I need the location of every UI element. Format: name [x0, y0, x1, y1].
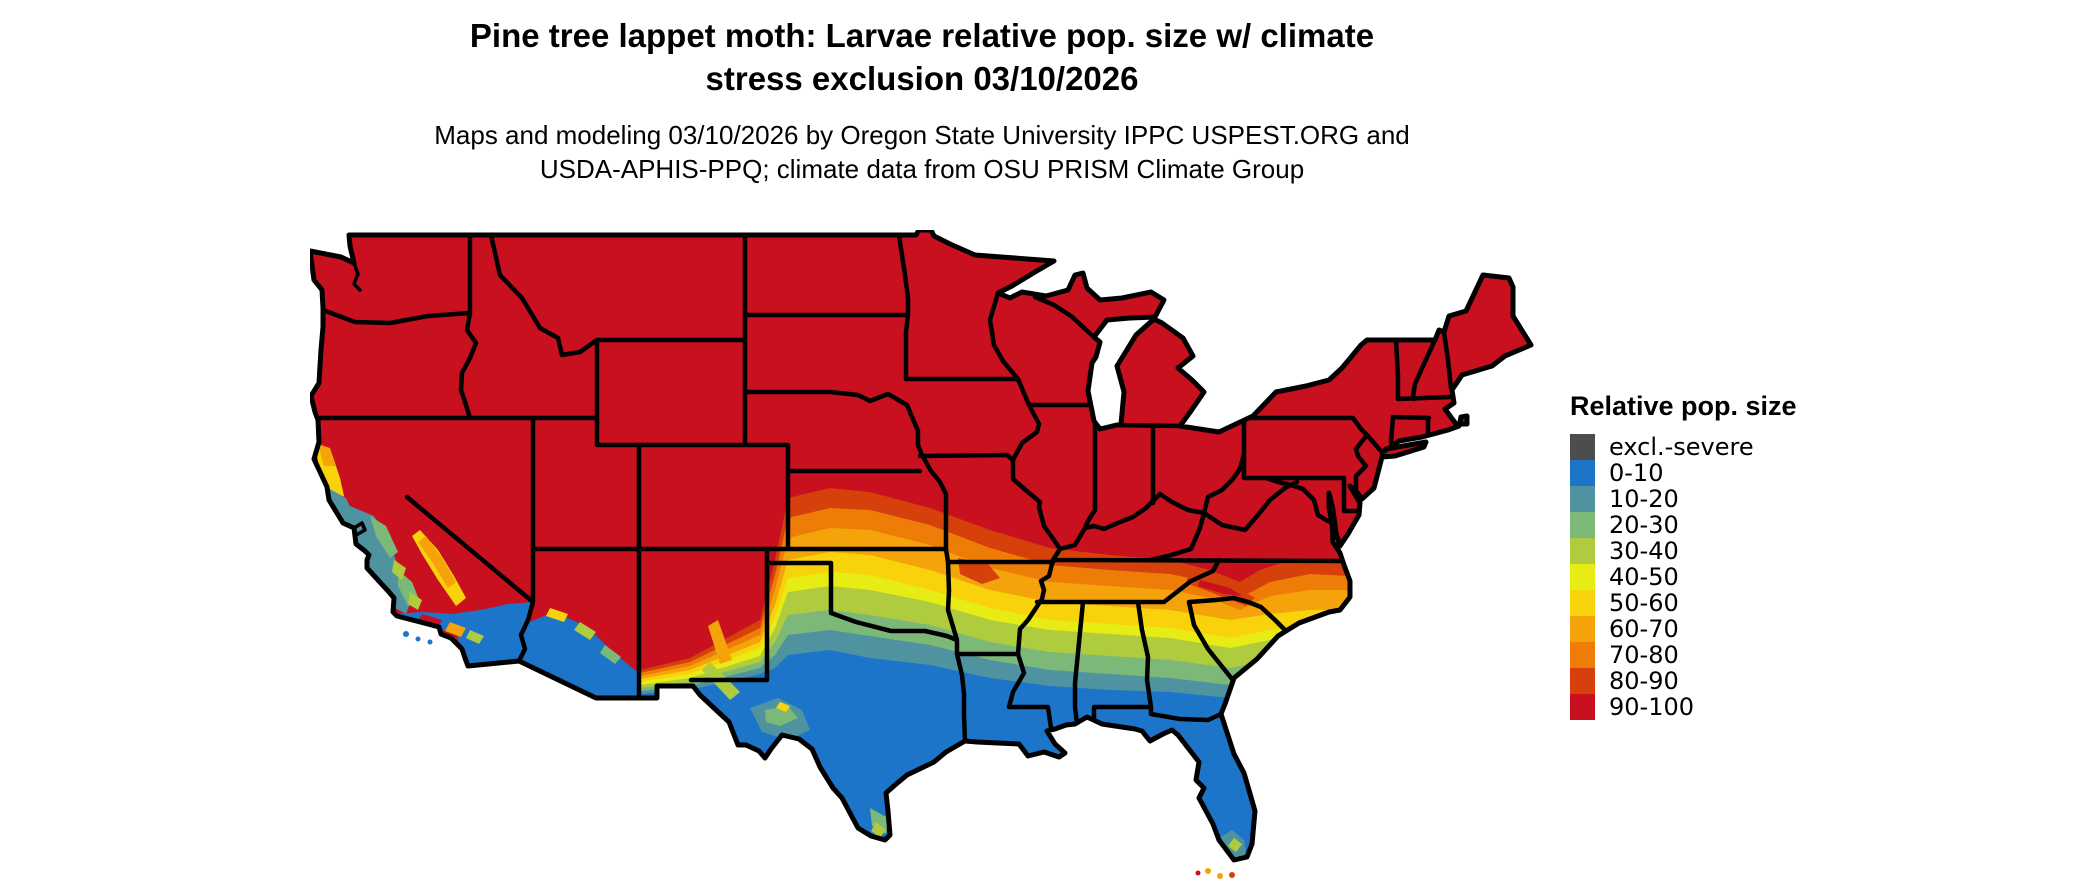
page-subtitle-line2: USDA-APHIS-PPQ; climate data from OSU PR… [539, 154, 1305, 184]
channel-island [427, 639, 433, 645]
legend-swatch [1570, 460, 1595, 486]
patch-riogrande-orange [708, 620, 732, 664]
patch-stx-yg [871, 822, 886, 838]
legend-item: 90-100 [1570, 694, 1900, 720]
legend-item: 10-20 [1570, 486, 1900, 512]
florida-key [1229, 872, 1235, 878]
legend-label: 0-10 [1609, 459, 1664, 487]
legend-swatch [1570, 590, 1595, 616]
legend-swatch [1570, 564, 1595, 590]
patch-az-fringe-gold [546, 608, 568, 622]
legend-label: 20-30 [1609, 511, 1679, 539]
legend-title: Relative pop. size [1570, 391, 1797, 421]
patch-ozark-redorange [958, 558, 1000, 584]
florida-key [1205, 868, 1211, 874]
page-subtitle: Maps and modeling 03/10/2026 by Oregon S… [322, 118, 1522, 186]
patch-sw-desert [519, 612, 640, 700]
legend-item: 60-70 [1570, 616, 1900, 642]
offshore-islands [403, 631, 1235, 879]
patch-socal-mtn-orange [445, 622, 466, 637]
coastline [307, 227, 1534, 863]
patch-wtx-gold [776, 702, 790, 712]
patch-ca-sierra-orange [418, 536, 456, 588]
legend-label: 70-80 [1609, 641, 1679, 669]
legend-label: 30-40 [1609, 537, 1679, 565]
channel-island [415, 636, 421, 642]
patch-ca-yg2 [408, 592, 422, 610]
us-population-map [307, 227, 1534, 879]
legend-item: 80-90 [1570, 668, 1900, 694]
legend-item: 70-80 [1570, 642, 1900, 668]
florida-key [1195, 870, 1201, 876]
legend-label: 10-20 [1609, 485, 1679, 513]
legend-items: excl.-severe 0-10 10-20 20-30 30-40 40-50 50-6… [1570, 434, 1900, 720]
patch-ca-coast-orange [318, 444, 336, 466]
legend-item: excl.-severe [1570, 434, 1900, 460]
sf-bay [352, 521, 367, 536]
state-borders [315, 232, 1454, 744]
legend-swatch [1570, 486, 1595, 512]
legend-swatch [1570, 434, 1595, 460]
legend-item: 0-10 [1570, 460, 1900, 486]
florida-key [1217, 873, 1223, 879]
legend-label: 40-50 [1609, 563, 1679, 591]
legend-swatch [1570, 668, 1595, 694]
legend-label: 90-100 [1609, 693, 1695, 721]
legend-item: 20-30 [1570, 512, 1900, 538]
legend-swatch [1570, 642, 1595, 668]
patch-az-fringe-yg [574, 622, 596, 640]
patch-wtx-green [765, 706, 798, 726]
legend: Relative pop. size excl.-severe 0-10 10-20… [1570, 391, 1900, 720]
legend-swatch [1570, 694, 1595, 720]
map-raster-bands [310, 230, 1531, 860]
patch-socal-mtn-yg [466, 630, 484, 644]
page-title-line1: Pine tree lappet moth: Larvae relative p… [469, 17, 1375, 54]
patch-az-fringe-green [600, 645, 621, 664]
legend-item: 30-40 [1570, 538, 1900, 564]
patch-sfl-yg [1228, 838, 1242, 852]
legend-label: 60-70 [1609, 615, 1679, 643]
patch-ca-green1 [370, 516, 398, 558]
legend-label: 50-60 [1609, 589, 1679, 617]
legend-item: 40-50 [1570, 564, 1900, 590]
legend-label: 80-90 [1609, 667, 1679, 695]
legend-swatch [1570, 616, 1595, 642]
legend-swatch [1570, 538, 1595, 564]
page-title-line2: stress exclusion 03/10/2026 [705, 60, 1139, 97]
legend-item: 50-60 [1570, 590, 1900, 616]
map-canvas [307, 227, 1540, 890]
patch-stx-green [870, 808, 888, 834]
puget-sound [352, 261, 362, 292]
page-subtitle-line1: Maps and modeling 03/10/2026 by Oregon S… [434, 120, 1410, 150]
legend-swatch [1570, 512, 1595, 538]
page-title: Pine tree lappet moth: Larvae relative p… [322, 14, 1522, 100]
channel-island [403, 631, 409, 637]
patch-appalachia-red [1198, 580, 1242, 596]
patch-ca-yg1 [392, 560, 406, 580]
legend-label: excl.-severe [1609, 433, 1754, 461]
